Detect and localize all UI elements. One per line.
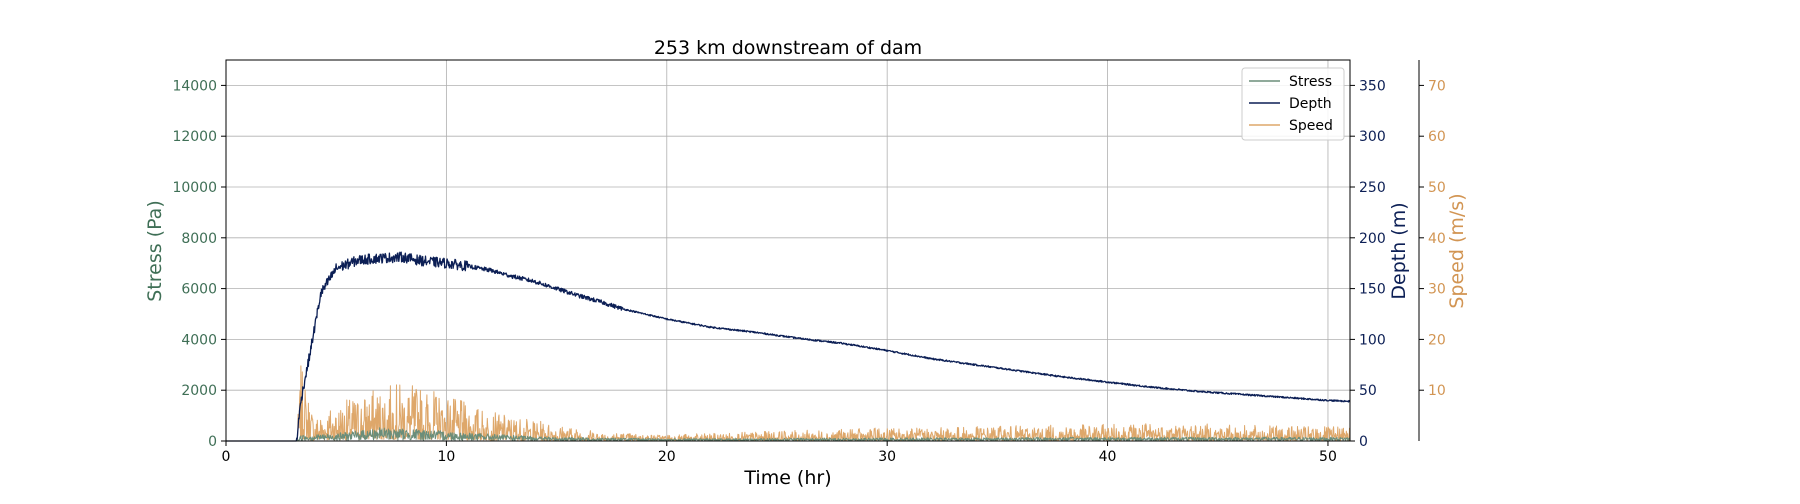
- legend-label-depth: Depth: [1289, 96, 1332, 112]
- depth-tick-label: 100: [1359, 332, 1386, 348]
- depth-tick-label: 300: [1359, 129, 1386, 145]
- depth-tick-label: 0: [1359, 434, 1368, 450]
- series-line-speed: [226, 365, 1351, 442]
- depth-tick-label: 150: [1359, 282, 1386, 298]
- axes-layer: 0 10 20 30 40 5002000400060008000100001200014…: [172, 60, 1446, 465]
- depth-axis-label: Depth (m): [1388, 202, 1410, 299]
- stress-tick-label: 8000: [181, 231, 217, 247]
- legend-label-stress: Stress: [1289, 74, 1332, 90]
- legend-box: [1241, 67, 1345, 141]
- x-tick-label: 0: [222, 449, 231, 465]
- legend: Stress Depth Speed: [1241, 67, 1345, 141]
- series-line-stress: [226, 427, 1351, 442]
- stress-tick-label: 4000: [181, 332, 217, 348]
- depth-tick-label: 350: [1359, 78, 1386, 94]
- chart-title: 253 km downstream of dam: [654, 37, 922, 59]
- stress-tick-label: 6000: [181, 282, 217, 298]
- stress-tick-label: 0: [208, 434, 217, 450]
- x-tick-label: 10: [437, 449, 455, 465]
- series-line-depth: [225, 251, 1351, 442]
- x-tick-label: 30: [878, 449, 896, 465]
- depth-tick-label: 250: [1359, 180, 1386, 196]
- stress-tick-label: 12000: [172, 129, 217, 145]
- grid-lines: [225, 60, 1350, 442]
- stress-tick-label: 14000: [172, 78, 217, 94]
- x-tick-label: 20: [658, 449, 676, 465]
- x-tick-label: 50: [1319, 449, 1337, 465]
- plot-frame: [225, 59, 1351, 442]
- stress-axis-label: Stress (Pa): [144, 200, 166, 302]
- stress-tick-label: 10000: [172, 180, 217, 196]
- x-tick-label: 40: [1099, 449, 1117, 465]
- depth-tick-label: 50: [1359, 383, 1377, 399]
- legend-label-speed: Speed: [1289, 118, 1333, 134]
- series-layer: [225, 251, 1351, 442]
- speed-tick-label: 40: [1428, 231, 1446, 247]
- x-axis-label: Time (hr): [743, 467, 831, 489]
- stress-tick-label: 2000: [181, 383, 217, 399]
- depth-tick-label: 200: [1359, 231, 1386, 247]
- speed-tick-label: 50: [1428, 180, 1446, 196]
- speed-axis-label: Speed (m/s): [1446, 193, 1468, 308]
- speed-tick-label: 20: [1428, 332, 1446, 348]
- speed-tick-label: 60: [1428, 129, 1446, 145]
- speed-tick-label: 70: [1428, 78, 1446, 94]
- speed-tick-label: 10: [1428, 383, 1446, 399]
- speed-tick-label: 30: [1428, 282, 1446, 298]
